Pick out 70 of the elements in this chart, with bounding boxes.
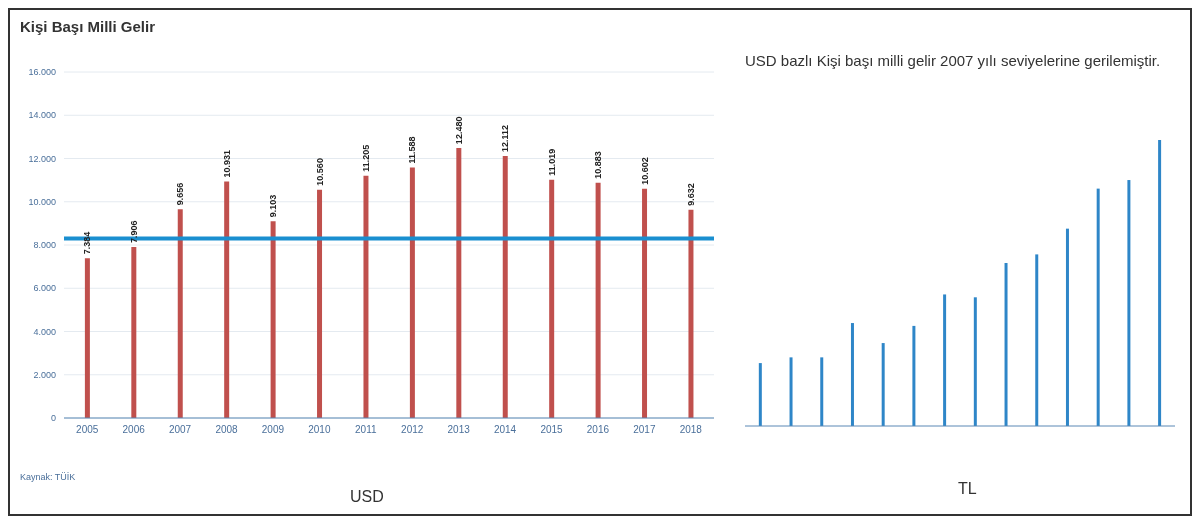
bar [270, 221, 276, 418]
bar [409, 167, 415, 418]
bar [131, 247, 137, 418]
x-tick-label: 2006 [122, 424, 146, 436]
x-tick-label: 2007 [168, 424, 192, 436]
y-tick-label: 2.000 [33, 369, 56, 380]
chart-title: Kişi Başı Milli Gelir [19, 17, 157, 37]
bar [820, 357, 824, 426]
bar [850, 323, 854, 426]
x-tick-label: 2011 [355, 424, 377, 436]
y-tick-label: 16.000 [28, 67, 56, 78]
x-tick-label: 2008 [215, 424, 239, 436]
bar [1096, 188, 1100, 426]
bar [84, 258, 90, 418]
data-label: 7.384 [82, 231, 93, 255]
bar [912, 325, 916, 426]
x-tick-label: 2005 [76, 424, 99, 436]
x-tick-label: 2016 [586, 424, 610, 436]
data-label: 11.205 [360, 144, 371, 172]
bar [943, 294, 947, 426]
x-tick-label: 2012 [401, 424, 424, 436]
text: Kaynak: TÜİK [20, 472, 76, 482]
bar [224, 181, 230, 418]
data-label: 9.656 [175, 182, 186, 206]
bar [1035, 254, 1039, 426]
data-label: 11.019 [546, 148, 557, 176]
data-label: 10.883 [593, 151, 604, 179]
x-tick-label: 2015 [540, 424, 564, 436]
y-tick-label: 4.000 [33, 326, 56, 337]
x-tick-label: 2009 [261, 424, 285, 436]
y-tick-label: 6.000 [33, 283, 56, 294]
data-label: 10.931 [221, 150, 232, 178]
data-label: 10.602 [639, 157, 650, 185]
bar [1004, 262, 1008, 426]
y-tick-label: 10.000 [28, 196, 56, 207]
bar [1127, 180, 1131, 426]
bar [973, 297, 977, 426]
data-label: 12.112 [500, 125, 511, 153]
data-label: 11.588 [407, 136, 418, 164]
bar [688, 209, 694, 418]
bar [317, 189, 323, 418]
x-tick-label: 2018 [679, 424, 703, 436]
y-tick-label: 12.000 [28, 153, 56, 164]
text: TL [958, 480, 977, 498]
data-label: 7.906 [128, 220, 139, 244]
data-label: 9.103 [268, 194, 279, 218]
bar [1158, 140, 1162, 426]
bar [1065, 228, 1069, 426]
bar [456, 148, 462, 418]
x-tick-label: 2010 [308, 424, 331, 436]
x-tick-label: 2013 [447, 424, 471, 436]
bar [789, 357, 793, 426]
data-label: 9.632 [685, 183, 696, 206]
y-tick-label: 0 [50, 413, 56, 424]
data-label: 10.560 [314, 158, 325, 186]
bar [549, 179, 555, 418]
bar [177, 209, 183, 418]
y-tick-label: 14.000 [28, 110, 56, 121]
bar [363, 175, 369, 418]
x-tick-label: 2017 [633, 424, 656, 436]
bar [502, 156, 508, 418]
chart-title: USD bazlı Kişi başı milli gelir 2007 yılı seviyelerine gerilemiştir. [745, 51, 1162, 71]
x-tick-label: 2014 [493, 424, 517, 436]
bar [642, 188, 648, 418]
bar [595, 182, 601, 418]
bar [758, 363, 762, 426]
text: USD [350, 488, 384, 506]
data-label: 12.480 [453, 116, 464, 145]
bar [881, 343, 885, 426]
y-tick-label: 8.000 [33, 240, 56, 251]
